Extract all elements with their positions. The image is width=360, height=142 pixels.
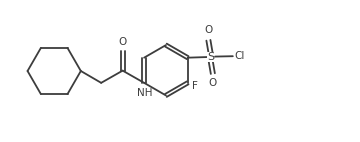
Text: O: O <box>204 25 212 36</box>
Text: S: S <box>207 52 214 62</box>
Text: Cl: Cl <box>234 51 245 61</box>
Text: O: O <box>118 37 127 47</box>
Text: F: F <box>192 81 198 91</box>
Text: NH: NH <box>137 88 152 98</box>
Text: O: O <box>209 78 217 88</box>
